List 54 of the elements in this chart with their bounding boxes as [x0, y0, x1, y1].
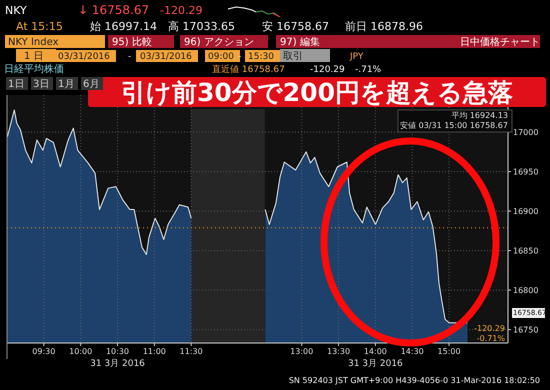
text: 1 日 — [24, 51, 44, 62]
text: 03/31/2016 — [58, 52, 110, 62]
text: 96) アクション — [184, 37, 254, 48]
annotation: -0.71% — [476, 334, 506, 343]
text: - — [128, 52, 132, 62]
x-tick-label: 14:30 — [400, 347, 424, 356]
text: SN 592403 JST GMT+9:00 H439-4056-0 31-Mar-2016 18:02:50 — [288, 376, 540, 385]
text: 31 3月 2016 — [90, 359, 146, 369]
y-tick-label: 16900 — [513, 207, 538, 216]
text: ↓ 16758.67 — [78, 3, 150, 17]
text: 日経平均株価 — [4, 63, 64, 75]
x-tick-label: 11:30 — [180, 347, 203, 356]
text: JPY — [349, 52, 364, 62]
text: 31 3月 2016 — [348, 359, 404, 369]
text: 始 16997.14 — [90, 20, 157, 33]
y-tick-label: 16800 — [513, 286, 538, 296]
annotation: 平均 16924.13 — [451, 111, 508, 120]
text: - — [238, 52, 242, 62]
x-tick-label: 13:00 — [290, 347, 314, 356]
y-tick-label: 16950 — [513, 168, 538, 177]
text: 1月 — [58, 79, 74, 90]
text: 安 16758.67 — [262, 20, 329, 33]
text: 6月 — [83, 79, 100, 90]
x-tick-label: 13:30 — [327, 347, 350, 356]
x-tick-label: 11:00 — [142, 347, 166, 356]
text: 1日 — [8, 79, 24, 90]
text: 高 17033.65 — [168, 20, 235, 33]
text: NKY — [5, 4, 28, 17]
x-tick-label: 10:30 — [106, 347, 130, 356]
text: 前日 16878.96 — [345, 20, 423, 33]
text: At 15:15 — [16, 20, 63, 33]
text: 95) 比較 — [112, 36, 152, 48]
text: -.71% — [355, 65, 382, 75]
text: 03/31/2016 — [140, 52, 192, 62]
x-tick-label: 10:00 — [69, 347, 92, 356]
text: 09:00 — [208, 52, 234, 62]
text: 直近値 16758.67 — [212, 64, 285, 75]
text: 取引 — [283, 51, 303, 62]
x-tick-label: 15:00 — [438, 347, 461, 356]
y-tick-label: 17000 — [513, 128, 538, 138]
y-tick-label: 16850 — [513, 246, 538, 256]
text: -120.29 — [160, 4, 202, 17]
y-tick-label: 16750 — [513, 326, 538, 335]
text: 15:30 — [248, 52, 274, 62]
text: 日中価格チャート — [460, 36, 540, 48]
text: NKY Index — [8, 37, 59, 48]
chart-title: 引け前30分で200円を超える急落 — [121, 78, 513, 107]
annotation: -120.29 — [474, 324, 505, 333]
annotation: 安値 03/31 15:00 16758.67 — [400, 121, 508, 130]
text: 97) 編集 — [280, 36, 320, 48]
x-tick-label: 14:00 — [364, 347, 387, 356]
x-tick-label: 09:30 — [32, 347, 56, 356]
text: 3日 — [33, 79, 50, 90]
text: -120.29 — [310, 65, 346, 75]
